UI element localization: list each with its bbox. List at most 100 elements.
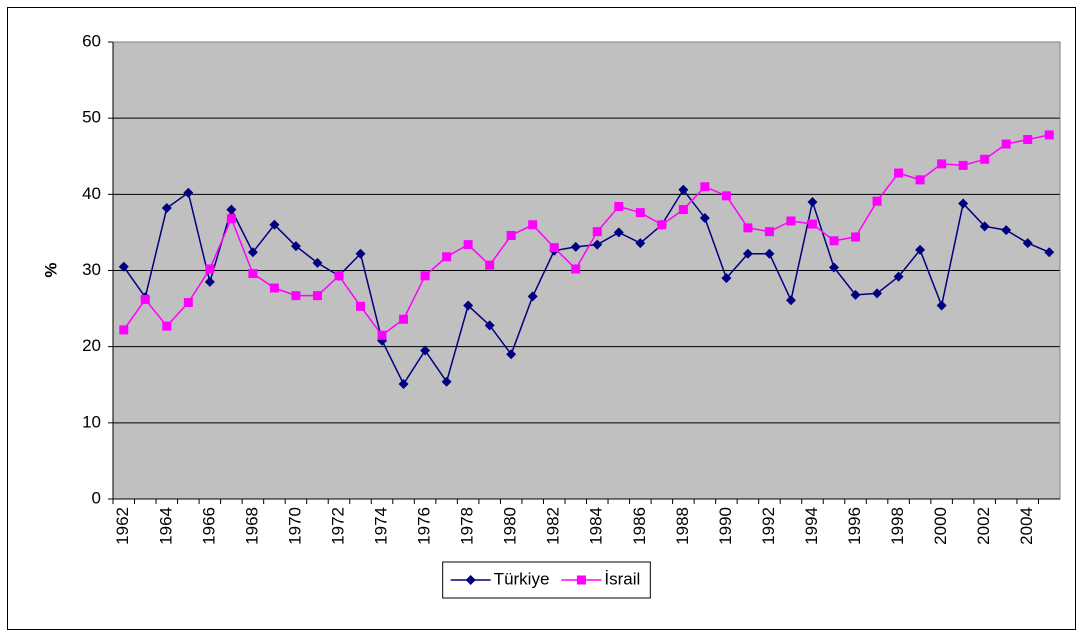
marker bbox=[700, 182, 710, 192]
marker bbox=[807, 196, 818, 207]
marker bbox=[183, 187, 194, 198]
x-tick-label: 1978 bbox=[458, 507, 477, 545]
marker bbox=[571, 264, 581, 274]
x-tick-label: 1968 bbox=[242, 507, 261, 545]
marker bbox=[721, 191, 731, 201]
x-tick-label: 1962 bbox=[113, 507, 132, 545]
marker bbox=[872, 196, 882, 206]
marker bbox=[592, 227, 602, 237]
marker bbox=[291, 291, 301, 301]
y-tick-label: 10 bbox=[82, 412, 101, 431]
marker bbox=[399, 314, 409, 324]
marker bbox=[312, 257, 323, 268]
y-tick-label: 20 bbox=[82, 336, 101, 355]
marker bbox=[678, 184, 689, 195]
marker bbox=[850, 289, 861, 300]
legend-label: İsrail bbox=[604, 569, 640, 588]
marker bbox=[743, 223, 753, 233]
marker bbox=[269, 219, 280, 230]
x-tick-label: 2004 bbox=[1017, 507, 1036, 545]
marker bbox=[893, 271, 904, 282]
marker bbox=[829, 236, 839, 246]
legend-label: Türkiye bbox=[494, 569, 550, 588]
x-tick-label: 1996 bbox=[845, 507, 864, 545]
marker bbox=[764, 227, 774, 237]
y-tick-label: 30 bbox=[82, 260, 101, 279]
x-tick-label: 1964 bbox=[156, 507, 175, 545]
marker bbox=[1044, 130, 1054, 140]
y-tick-label: 60 bbox=[82, 31, 101, 50]
marker bbox=[786, 216, 796, 226]
series-line bbox=[123, 188, 1050, 386]
marker bbox=[635, 208, 645, 218]
x-tick-label: 1970 bbox=[285, 507, 304, 545]
y-tick-label: 0 bbox=[92, 488, 101, 507]
x-tick-label: 1990 bbox=[716, 507, 735, 545]
marker bbox=[205, 264, 215, 274]
marker bbox=[398, 378, 409, 389]
marker bbox=[334, 271, 344, 281]
marker bbox=[226, 204, 237, 215]
x-tick-label: 2002 bbox=[974, 507, 993, 545]
marker bbox=[937, 159, 947, 169]
marker bbox=[915, 244, 926, 255]
marker bbox=[420, 271, 430, 281]
marker bbox=[958, 198, 969, 209]
marker bbox=[613, 227, 624, 238]
x-tick-label: 1974 bbox=[372, 507, 391, 545]
marker bbox=[614, 202, 624, 212]
marker bbox=[119, 325, 129, 335]
y-tick-label: 40 bbox=[82, 184, 101, 203]
marker bbox=[162, 321, 172, 331]
x-tick-label: 1998 bbox=[888, 507, 907, 545]
marker bbox=[979, 221, 990, 232]
marker bbox=[829, 262, 840, 273]
marker bbox=[699, 212, 710, 223]
marker bbox=[1001, 139, 1011, 149]
marker bbox=[549, 243, 559, 253]
x-tick-label: 1994 bbox=[802, 507, 821, 545]
marker bbox=[936, 300, 947, 311]
marker bbox=[915, 175, 925, 185]
x-tick-label: 1986 bbox=[630, 507, 649, 545]
marker bbox=[463, 240, 473, 250]
marker bbox=[247, 247, 258, 258]
x-tick-label: 1972 bbox=[328, 507, 347, 545]
marker bbox=[465, 575, 476, 585]
marker bbox=[851, 232, 861, 242]
legend-item: İsrail bbox=[561, 569, 640, 588]
x-tick-label: 1976 bbox=[415, 507, 434, 545]
marker bbox=[463, 300, 474, 311]
marker bbox=[269, 283, 279, 293]
marker bbox=[290, 241, 301, 252]
marker bbox=[1022, 238, 1033, 249]
marker bbox=[1044, 247, 1055, 258]
marker bbox=[528, 220, 538, 230]
marker bbox=[442, 252, 452, 262]
marker bbox=[894, 168, 904, 178]
marker bbox=[506, 349, 517, 360]
legend-item: Türkiye bbox=[450, 569, 550, 588]
marker bbox=[204, 276, 215, 287]
x-tick-label: 1980 bbox=[501, 507, 520, 545]
marker bbox=[576, 575, 586, 585]
y-tick-label: 50 bbox=[82, 108, 101, 127]
marker bbox=[592, 239, 603, 250]
marker bbox=[420, 345, 431, 356]
marker bbox=[377, 330, 387, 340]
x-tick-label: 2000 bbox=[931, 507, 950, 545]
marker bbox=[764, 248, 775, 259]
marker bbox=[1001, 225, 1012, 236]
marker bbox=[248, 269, 258, 279]
marker bbox=[721, 273, 732, 284]
marker bbox=[312, 291, 322, 301]
marker bbox=[980, 154, 990, 164]
marker bbox=[678, 205, 688, 215]
marker bbox=[118, 261, 129, 272]
marker bbox=[161, 203, 172, 214]
x-tick-label: 1982 bbox=[544, 507, 563, 545]
marker bbox=[183, 297, 193, 307]
x-tick-label: 1988 bbox=[673, 507, 692, 545]
